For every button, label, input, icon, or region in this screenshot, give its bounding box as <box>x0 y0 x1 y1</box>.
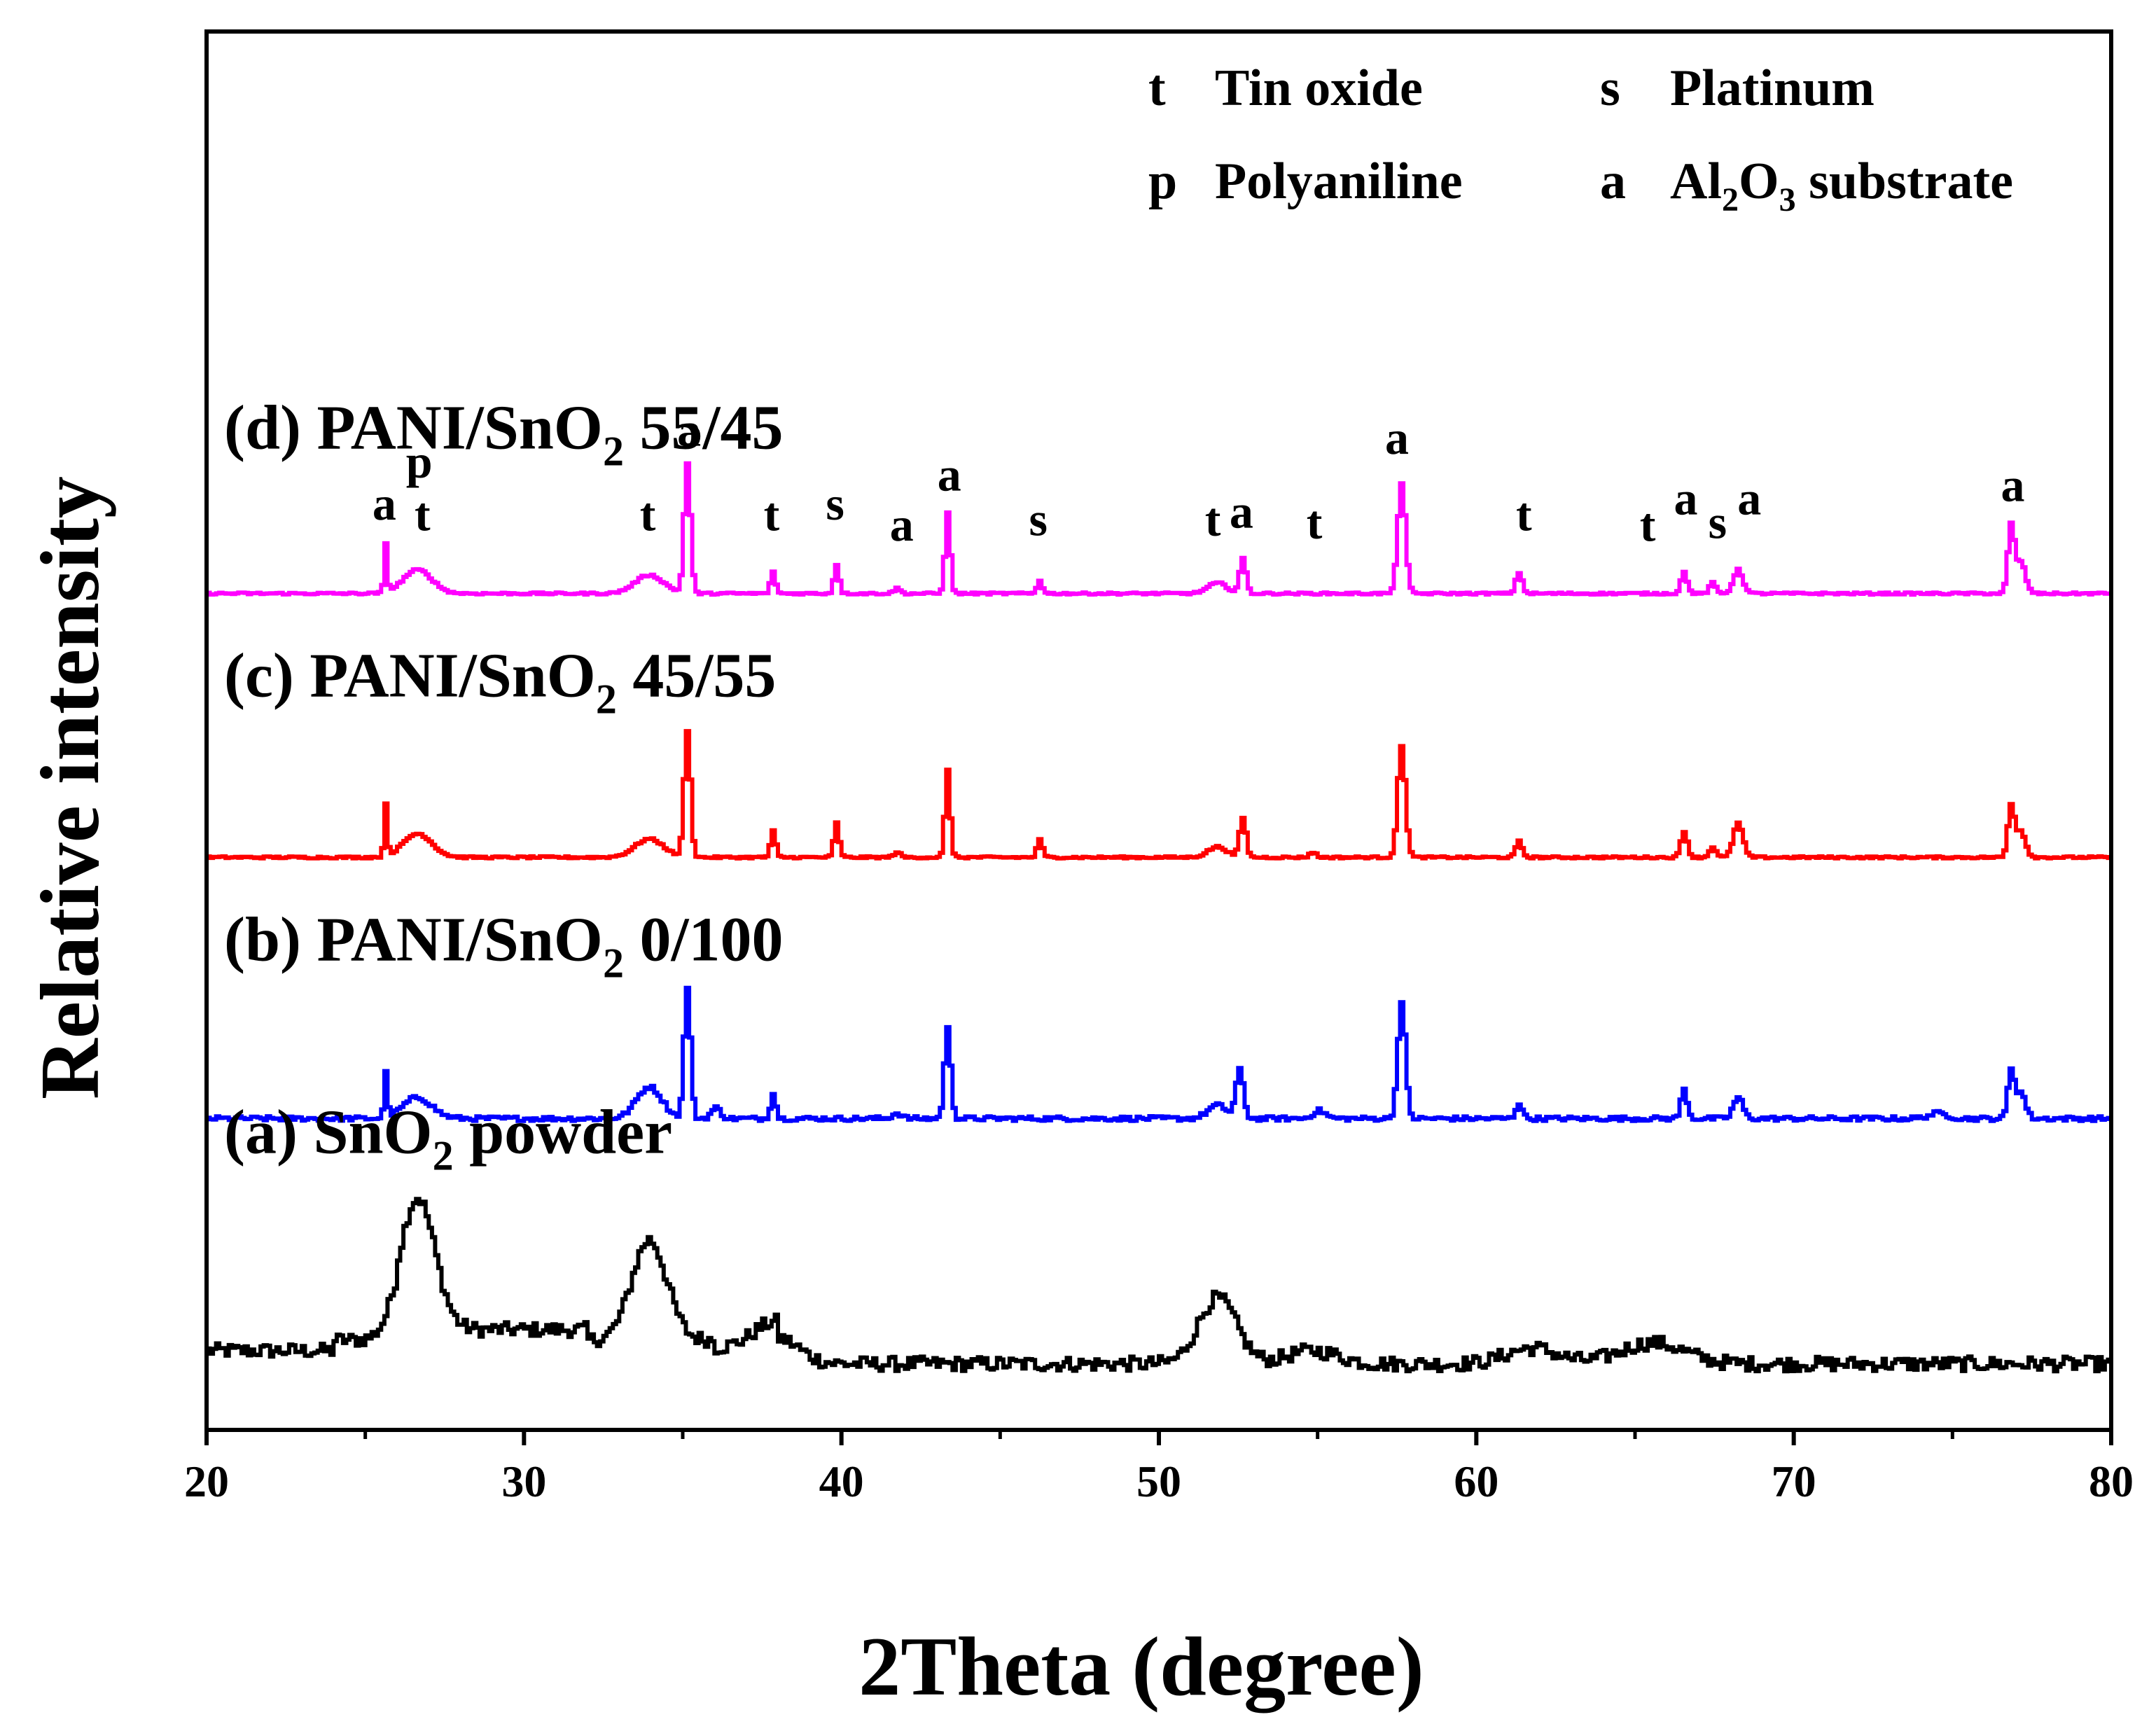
peak-label-t: t <box>764 487 780 541</box>
plot-frame <box>204 29 2113 1432</box>
peak-label-layer: apt tat s aas t a tat t a s a a <box>373 403 2025 552</box>
legend-text-tin-oxide: Tin oxide <box>1215 60 1423 117</box>
series-label-a: (a) SnO2 powder <box>224 1097 672 1179</box>
peak-label-t: t <box>640 487 656 541</box>
series-label-layer: (a) SnO2 powder (b) PANI/SnO2 0/100 (c) PA… <box>224 393 783 1179</box>
legend-symbol-polyaniline: p <box>1148 153 1177 210</box>
peak-label-a: a <box>1737 472 1761 525</box>
peak-label-s: s <box>826 477 844 530</box>
x-axis-ticks: 20 30 40 50 60 70 80 <box>184 1430 2134 1506</box>
x-tick-label: 50 <box>1136 1457 1181 1506</box>
x-tick-label: 80 <box>2089 1457 2134 1506</box>
peak-label-a: a <box>1674 472 1698 525</box>
legend-symbol-tin-oxide: t <box>1148 60 1166 117</box>
x-tick-label: 40 <box>819 1457 864 1506</box>
legend: t Tin oxide s Platinum p Polyaniline a A… <box>1148 60 2013 218</box>
peak-label-a: a <box>373 477 396 530</box>
series-line-d <box>207 461 2113 597</box>
series-label-b: (b) PANI/SnO2 0/100 <box>224 905 783 986</box>
peak-label-a: a <box>938 448 961 501</box>
legend-symbol-al2o3: a <box>1600 153 1626 210</box>
series-layer <box>207 461 2113 1374</box>
legend-symbol-platinum: s <box>1600 60 1620 117</box>
series-line-a <box>207 1197 2113 1374</box>
peak-label-s: s <box>1709 495 1727 548</box>
legend-text-al2o3: Al2O3 substrate <box>1670 153 2013 218</box>
series-label-d: (d) PANI/SnO2 55/45 <box>224 393 783 474</box>
y-axis-label: Relative intensity <box>23 476 116 1099</box>
legend-text-polyaniline: Polyaniline <box>1215 153 1463 210</box>
x-tick-label: 60 <box>1454 1457 1498 1506</box>
series-line-c <box>207 729 2113 861</box>
peak-label-a: a <box>1230 485 1253 538</box>
peak-label-t: t <box>1640 498 1656 551</box>
peak-label-t: t <box>1205 493 1221 546</box>
legend-text-platinum: Platinum <box>1670 60 1875 117</box>
peak-label-a: a <box>1385 411 1409 464</box>
peak-label-t: t <box>1307 495 1323 548</box>
peak-label-s: s <box>1029 493 1047 546</box>
x-tick-label: 70 <box>1772 1457 1816 1506</box>
series-label-c: (c) PANI/SnO2 45/55 <box>224 641 776 723</box>
peak-label-a: a <box>890 498 914 551</box>
peak-label-p: p <box>406 435 433 488</box>
peak-label-t: t <box>415 487 431 541</box>
peak-label-a: a <box>2001 459 2025 512</box>
x-tick-label: 30 <box>501 1457 546 1506</box>
peak-label-t: t <box>1516 487 1532 541</box>
x-tick-label: 20 <box>184 1457 229 1506</box>
series-line-b <box>207 985 2113 1123</box>
x-axis-label: 2Theta (degree) <box>858 1620 1424 1713</box>
peak-label-a: a <box>677 403 701 457</box>
